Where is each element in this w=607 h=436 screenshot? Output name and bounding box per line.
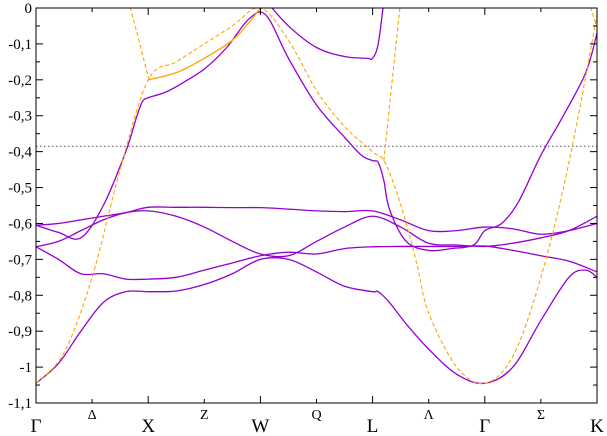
series-layer	[36, 8, 597, 385]
k-segment-label: Δ	[88, 408, 97, 423]
y-tick-label: 0	[25, 1, 33, 17]
band-curve-4	[36, 11, 597, 252]
band-curve-3	[36, 206, 597, 235]
free-electron-dashed-curve-10	[590, 8, 597, 27]
axis-layer: 0 -0,1 -0,2 -0,3 -0,4 -0,5 -0,6 -0,7 -0,8 -0,9 -1 -…	[8, 1, 604, 436]
k-point-label: Γ	[31, 416, 42, 436]
band-curve-2	[36, 210, 597, 258]
band-curve-1	[36, 245, 597, 281]
y-tick-label: -0,8	[8, 288, 32, 304]
y-tick-label: -0,6	[8, 216, 32, 232]
k-point-label: X	[141, 416, 155, 436]
k-segment-label: Q	[311, 408, 321, 423]
y-tick-label: -0,9	[8, 324, 32, 340]
y-tick-label: -0,4	[8, 145, 32, 161]
band-curve-0	[36, 257, 597, 385]
free-electron-dashed-curve-9	[383, 8, 401, 161]
band-curve-6	[148, 8, 262, 81]
y-tick-label: -0,7	[8, 252, 32, 268]
k-point-label: L	[367, 416, 379, 436]
y-tick-label: -1,1	[8, 396, 32, 412]
k-point-label: Γ	[479, 416, 490, 436]
plot-frame	[35, 7, 598, 404]
k-point-label: K	[590, 416, 604, 436]
k-segment-label: Σ	[537, 408, 545, 423]
k-segment-label: Z	[200, 408, 209, 423]
k-segment-label: Λ	[424, 408, 435, 423]
free-electron-dashed-curve-7	[36, 8, 597, 385]
y-tick-label: -0,1	[8, 37, 32, 53]
y-tick-label: -1	[20, 360, 33, 376]
y-tick-label: -0,3	[8, 109, 32, 125]
band-curve-5	[271, 8, 384, 61]
free-electron-dashed-curve-8	[129, 8, 152, 81]
k-point-label: W	[251, 416, 269, 436]
y-tick-label: -0,5	[8, 181, 32, 197]
y-tick-label: -0,2	[8, 73, 32, 89]
